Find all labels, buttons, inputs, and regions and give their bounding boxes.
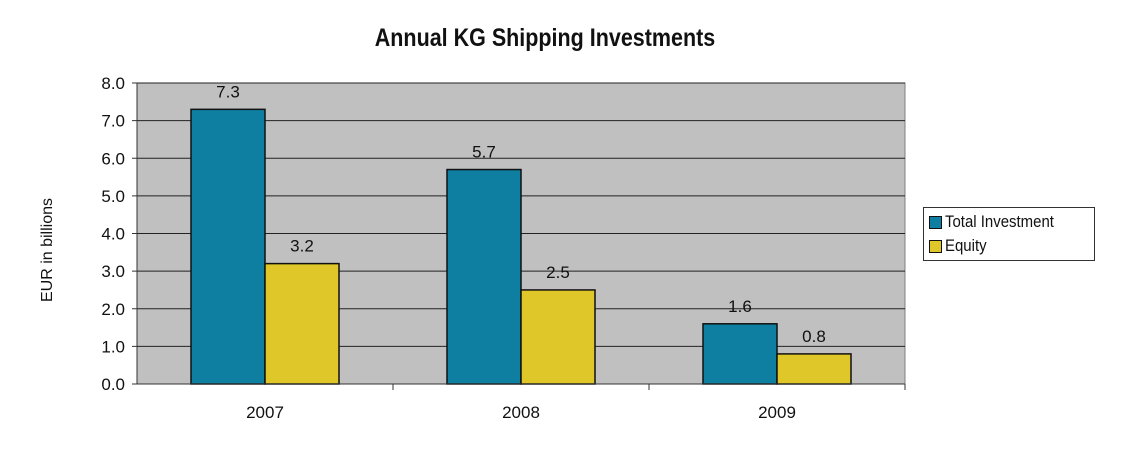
bar-equity-2007 xyxy=(264,262,340,385)
bar-equity-2008 xyxy=(520,289,596,385)
y-tick-label: 5.0 xyxy=(101,187,125,206)
axes: 0.0 1.0 2.0 3.0 4.0 5.0 6.0 7.0 8.0 2007 2008 2009 xyxy=(101,74,906,422)
y-tick-label: 2.0 xyxy=(101,300,125,319)
legend: Total Investment Equity xyxy=(923,207,1095,261)
data-label: 5.7 xyxy=(472,143,496,162)
legend-swatch-total-investment xyxy=(929,215,942,229)
bars xyxy=(190,108,852,385)
legend-label: Equity xyxy=(945,236,987,255)
legend-swatch-equity xyxy=(929,239,942,253)
legend-label: Total Investment xyxy=(945,212,1054,231)
y-tick-label: 7.0 xyxy=(101,112,125,131)
data-labels: 7.3 3.2 5.7 2.5 1.6 0.8 xyxy=(216,82,826,346)
y-tick-label: 3.0 xyxy=(101,262,125,281)
y-tick-label: 1.0 xyxy=(101,337,125,356)
bar-total-investment-2009 xyxy=(702,323,778,385)
legend-item-total-investment: Total Investment xyxy=(929,210,1094,234)
x-tick-label: 2007 xyxy=(246,403,284,422)
data-label: 0.8 xyxy=(802,327,826,346)
y-tick-label: 4.0 xyxy=(101,225,125,244)
legend-item-equity: Equity xyxy=(929,234,1094,258)
y-tick-label: 8.0 xyxy=(101,74,125,93)
data-label: 2.5 xyxy=(546,263,570,282)
x-tick-label: 2009 xyxy=(758,403,796,422)
data-label: 7.3 xyxy=(216,82,240,101)
y-tick-label: 0.0 xyxy=(101,375,125,394)
bar-total-investment-2008 xyxy=(446,168,522,385)
y-tick-label: 6.0 xyxy=(101,149,125,168)
bar-total-investment-2007 xyxy=(190,108,266,385)
data-label: 3.2 xyxy=(290,237,314,256)
chart-title: Annual KG Shipping Investments xyxy=(374,24,716,52)
data-label: 1.6 xyxy=(728,297,752,316)
bar-equity-2009 xyxy=(776,353,852,385)
x-tick-label: 2008 xyxy=(502,403,540,422)
